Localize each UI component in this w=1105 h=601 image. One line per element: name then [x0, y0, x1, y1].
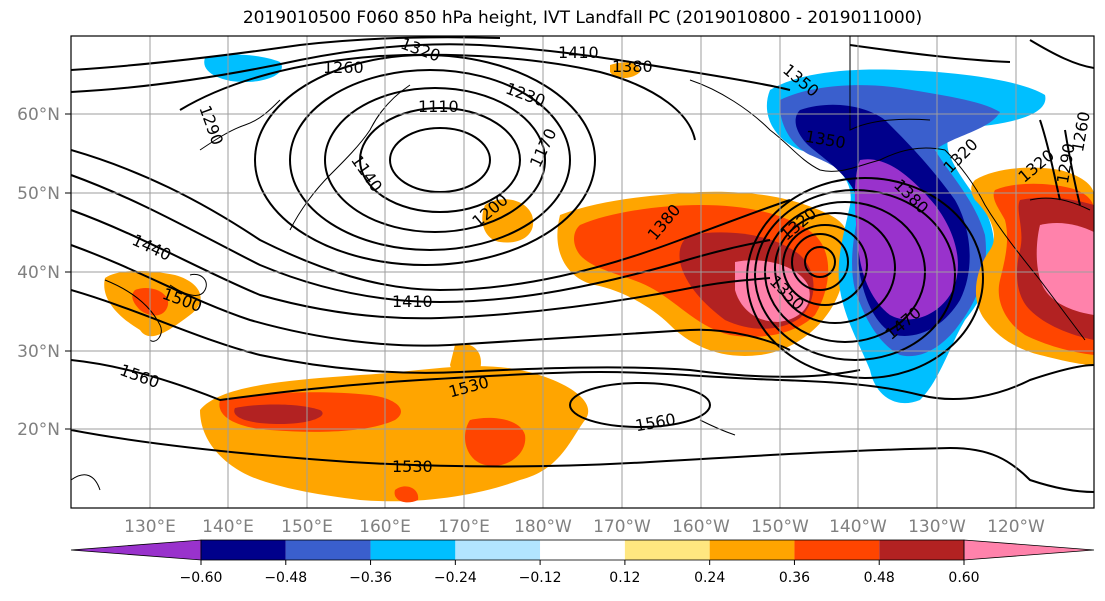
colorbar-tick-label: −0.60: [180, 570, 223, 586]
lon-tick-label: 120°W: [987, 517, 1045, 537]
colorbar-extend-high: [963, 539, 1095, 561]
contour-label: 1560: [634, 410, 677, 436]
colorbar-tick-label: −0.48: [264, 570, 307, 586]
colorbar-tick-label: −0.12: [519, 570, 562, 586]
colorbar: −0.60 −0.48 −0.36 −0.24 −0.12 0.12 0.24 0.36 0.4…: [70, 539, 1095, 586]
contour-label: 1140: [347, 151, 386, 195]
colorbar-segment: [370, 540, 456, 560]
height-contours: [71, 36, 1094, 493]
lon-tick-label: 150°W: [751, 517, 809, 537]
lon-tick-label: 170°E: [438, 517, 490, 537]
lon-tick-label: 160°W: [672, 517, 730, 537]
lon-tick-label: 180°W: [514, 517, 572, 537]
lat-tick-label: 60°N: [17, 105, 60, 125]
colorbar-segment: [285, 540, 371, 560]
colorbar-segment: [455, 540, 541, 560]
colorbar-tick-label: 0.36: [779, 570, 810, 586]
lat-tick-label: 30°N: [17, 342, 60, 362]
colorbar-segment: [879, 540, 964, 560]
lon-tick-label: 170°W: [593, 517, 651, 537]
colorbar-outline: [200, 539, 965, 561]
contour-label: 1290: [195, 103, 227, 148]
lon-tick-label: 150°E: [281, 517, 333, 537]
lon-tick-label: 160°E: [359, 517, 411, 537]
colorbar-tick-label: 0.12: [609, 570, 640, 586]
colorbar-segment: [624, 540, 710, 560]
contour-label: 1560: [117, 360, 162, 392]
lon-tick-label: 130°E: [124, 517, 176, 537]
lat-tick-label: 40°N: [17, 263, 60, 283]
contour-label: 1260: [323, 58, 364, 77]
contour-label: 1110: [418, 97, 459, 116]
lat-axis: 60°N 50°N 40°N 30°N 20°N: [17, 105, 71, 440]
colorbar-tick-label: 0.24: [694, 570, 725, 586]
contour-label: 1530: [392, 457, 433, 476]
lon-tick-label: 140°W: [829, 517, 887, 537]
colorbar-tick-label: −0.24: [434, 570, 477, 586]
colorbar-tick-label: 0.60: [948, 570, 979, 586]
map-title: 2019010500 F060 850 hPa height, IVT Land…: [242, 8, 923, 28]
contour-label: 1410: [558, 43, 599, 62]
colorbar-segment: [709, 540, 795, 560]
lat-tick-label: 20°N: [17, 420, 60, 440]
graticule: [71, 36, 1094, 508]
colorbar-tick-label: −0.36: [349, 570, 392, 586]
colorbar-segment: [794, 540, 880, 560]
contour-label: 1260: [1068, 110, 1094, 153]
contour-label: 1320: [398, 34, 443, 66]
contour-label: 1380: [612, 57, 653, 76]
lon-tick-label: 130°W: [908, 517, 966, 537]
colorbar-tick-label: 0.48: [864, 570, 895, 586]
colorbar-segment: [540, 540, 625, 560]
colorbar-segment: [201, 540, 286, 560]
ivt-shading: [104, 54, 1094, 503]
contour-label: 1410: [392, 292, 433, 311]
lon-tick-label: 140°E: [202, 517, 254, 537]
contour-label: 1170: [526, 125, 560, 170]
lat-tick-label: 50°N: [17, 184, 60, 204]
lon-axis: 130°E 140°E 150°E 160°E 170°E 180°W 170°…: [124, 517, 1045, 537]
contour-label: 1440: [129, 230, 174, 264]
colorbar-extend-low: [70, 539, 202, 561]
